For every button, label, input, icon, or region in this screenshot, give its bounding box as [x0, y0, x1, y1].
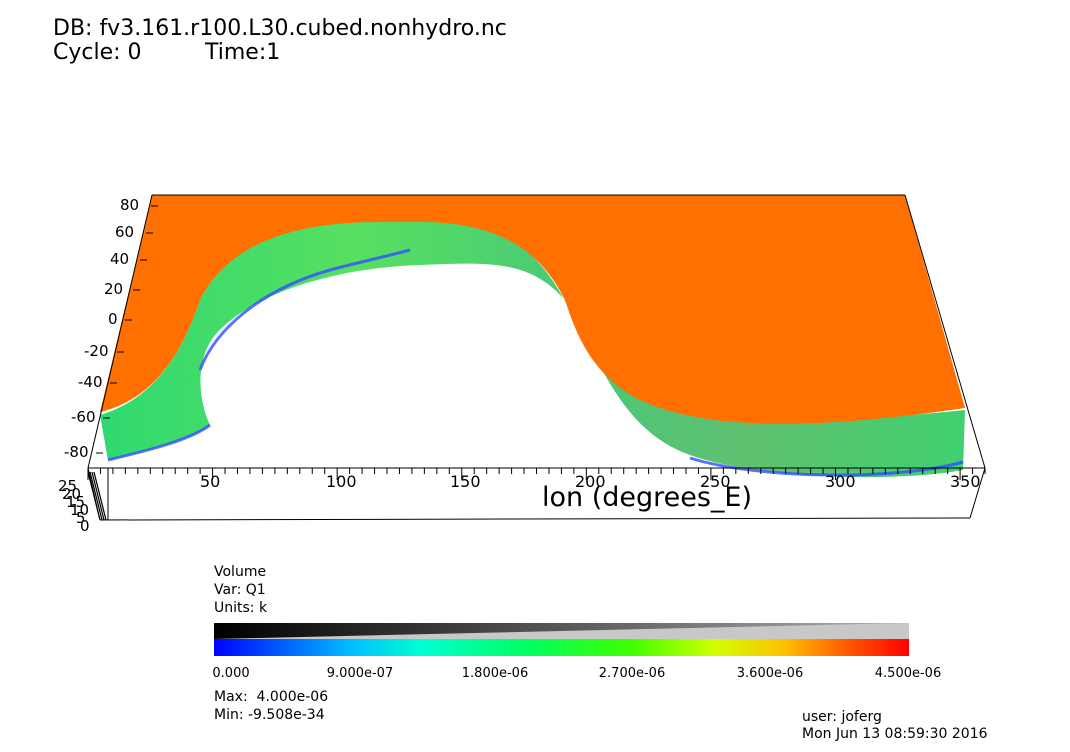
colorbar-tick-label: 1.800e-06	[461, 666, 529, 681]
legend-var: Var: Q1	[214, 582, 266, 598]
colorbar-colors	[214, 639, 909, 656]
time-label: Time:1	[205, 40, 281, 65]
z-tick-label: 0	[80, 517, 90, 535]
y-tick-label: 40	[110, 250, 130, 268]
volume-top-surface	[100, 195, 965, 424]
x-axis-title: lon (degrees_E)	[542, 482, 753, 513]
z-tick-label: 10	[70, 501, 90, 519]
cycle-label: Cycle: 0	[53, 40, 142, 65]
y-tick-label: -40	[78, 373, 103, 391]
colorbar-tick-label: 3.600e-06	[736, 666, 804, 681]
y-tick-label: -60	[71, 408, 96, 426]
y-tick-label: -80	[64, 443, 89, 461]
legend-max: Max: 4.000e-06	[214, 689, 329, 705]
x-tick-label: 100	[326, 472, 357, 491]
volume-band	[100, 220, 965, 478]
y-tick-label: 20	[104, 280, 124, 298]
legend-min: Min: -9.508e-34	[214, 707, 325, 723]
colorbar-tick-label: 9.000e-07	[326, 666, 394, 681]
z-tick-label: 15	[66, 493, 86, 511]
y-tick-label: 0	[108, 310, 118, 328]
colorbar-opacity-ramp	[214, 623, 909, 639]
x-tick-label: 250	[700, 472, 731, 491]
x-axis-ticks	[87, 468, 986, 480]
date-label: Mon Jun 13 08:59:30 2016	[802, 726, 988, 742]
x-tick-label: 150	[450, 472, 481, 491]
z-axis-ticks	[87, 471, 107, 521]
x-tick-label: 350	[950, 472, 981, 491]
y-tick-label: -20	[84, 342, 109, 360]
colorbar-tick-label: 0.000	[212, 666, 250, 681]
database-label: DB: fv3.161.r100.L30.cubed.nonhydro.nc	[53, 16, 507, 41]
z-tick-label: 5	[76, 509, 86, 527]
z-tick-label: 20	[62, 485, 82, 503]
legend-units: Units: k	[214, 600, 268, 616]
colorbar-tick-label: 2.700e-06	[598, 666, 666, 681]
x-tick-label: 300	[825, 472, 856, 491]
legend-title: Volume	[214, 564, 267, 580]
x-tick-label: 50	[200, 472, 221, 491]
user-label: user: joferg	[802, 709, 882, 725]
y-tick-label: 80	[120, 196, 140, 214]
colorbar-tick-label: 4.500e-06	[874, 666, 942, 681]
z-tick-label: 25	[58, 477, 78, 495]
y-tick-label: 60	[115, 223, 135, 241]
y-axis-ticks	[96, 205, 158, 454]
x-tick-label: 200	[575, 472, 606, 491]
